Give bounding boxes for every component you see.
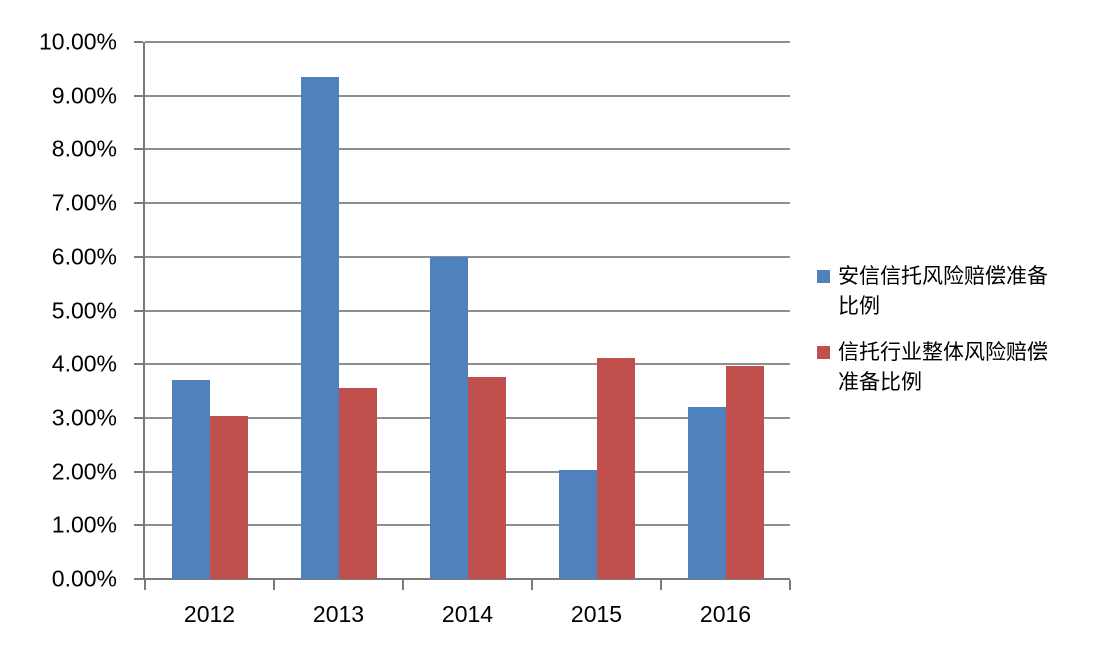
bar-series0-2014 bbox=[429, 256, 468, 579]
y-tick-7.00% bbox=[134, 202, 143, 205]
x-tick-label-2012: 2012 bbox=[183, 601, 236, 627]
bar-series1-2016 bbox=[725, 366, 764, 579]
x-axis-line bbox=[143, 578, 790, 580]
y-tick-10.00% bbox=[134, 41, 143, 43]
legend-label: 安信信托风险赔偿准备比例 bbox=[838, 265, 1048, 318]
y-axis-line bbox=[143, 42, 145, 579]
bar-series0-2016 bbox=[687, 407, 726, 579]
bar-series0-2012 bbox=[171, 380, 210, 579]
gridline-7.00% bbox=[145, 202, 790, 205]
legend-marker-icon bbox=[817, 270, 830, 283]
bar-series0-2013 bbox=[300, 76, 339, 579]
y-tick-9.00% bbox=[134, 94, 143, 97]
y-tick-1.00% bbox=[134, 524, 143, 527]
x-tick-label-2013: 2013 bbox=[312, 601, 365, 627]
y-tick-label-2.00%: 2.00% bbox=[51, 458, 117, 485]
bar-group-2013 bbox=[274, 42, 403, 579]
x-tick-0 bbox=[144, 580, 146, 590]
y-tick-3.00% bbox=[134, 416, 143, 419]
x-tick-label-2014: 2014 bbox=[441, 601, 494, 627]
y-tick-2.00% bbox=[134, 470, 143, 473]
bar-series1-2013 bbox=[338, 388, 377, 579]
y-tick-label-10.00%: 10.00% bbox=[38, 28, 117, 55]
bar-series1-2014 bbox=[467, 376, 506, 579]
bar-series0-2015 bbox=[558, 470, 597, 579]
gridline-4.00% bbox=[145, 363, 790, 366]
gridline-6.00% bbox=[145, 255, 790, 258]
x-tick-label-2016: 2016 bbox=[699, 601, 752, 627]
bar-series1-2015 bbox=[596, 358, 635, 579]
x-tick-4 bbox=[660, 580, 662, 590]
y-tick-label-6.00%: 6.00% bbox=[51, 243, 117, 270]
y-tick-0.00% bbox=[134, 578, 143, 580]
legend-label: 信托行业整体风险赔偿准备比例 bbox=[838, 341, 1048, 394]
legend-marker-icon bbox=[817, 346, 830, 359]
gridline-8.00% bbox=[145, 148, 790, 151]
legend-entry-1: 信托行业整体风险赔偿准备比例 bbox=[817, 338, 1056, 398]
y-tick-6.00% bbox=[134, 255, 143, 258]
y-axis-labels: 0.00% 1.00% 2.00% 3.00% 4.00% 5.00% 6.00% 7.00%… bbox=[0, 30, 130, 590]
bar-group-2014 bbox=[403, 42, 532, 579]
y-tick-label-8.00%: 8.00% bbox=[51, 135, 117, 162]
y-tick-label-5.00%: 5.00% bbox=[51, 297, 117, 323]
y-tick-label-9.00%: 9.00% bbox=[51, 82, 117, 109]
y-tick-label-7.00%: 7.00% bbox=[51, 189, 117, 216]
y-tick-5.00% bbox=[134, 309, 143, 312]
legend: 安信信托风险赔偿准备比例 信托行业整体风险赔偿准备比例 bbox=[817, 262, 1056, 414]
y-tick-4.00% bbox=[134, 363, 143, 366]
x-tick-label-2015: 2015 bbox=[570, 601, 623, 627]
x-tick-5 bbox=[789, 580, 791, 590]
gridline-5.00% bbox=[145, 309, 790, 312]
y-tick-label-0.00%: 0.00% bbox=[51, 565, 117, 592]
bar-group-2016 bbox=[661, 42, 790, 579]
gridline-9.00% bbox=[145, 94, 790, 97]
y-tick-label-1.00%: 1.00% bbox=[51, 511, 117, 538]
gridline-10.00% bbox=[145, 41, 790, 43]
legend-entry-0: 安信信托风险赔偿准备比例 bbox=[817, 262, 1056, 322]
plot-area bbox=[134, 41, 791, 590]
y-tick-label-4.00%: 4.00% bbox=[51, 350, 117, 377]
bar-group-2012 bbox=[145, 42, 274, 579]
x-tick-1 bbox=[273, 580, 275, 590]
y-tick-label-3.00%: 3.00% bbox=[51, 404, 117, 431]
bar-series1-2012 bbox=[209, 416, 248, 579]
y-tick-8.00% bbox=[134, 148, 143, 151]
x-tick-3 bbox=[531, 580, 533, 590]
x-axis-labels: 2012 2013 2014 2015 2016 bbox=[145, 601, 790, 633]
x-tick-2 bbox=[402, 580, 404, 590]
bar-group-2015 bbox=[532, 42, 661, 579]
